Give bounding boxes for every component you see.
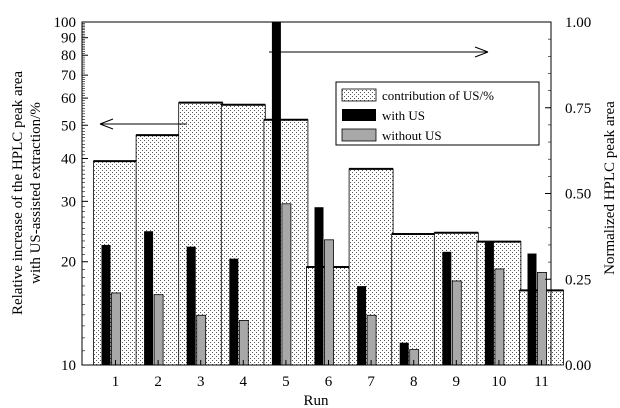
legend-label-with-us: with US [382,108,425,123]
left-tick-label: 70 [61,68,76,84]
bar-without-us [537,271,547,366]
legend-label-without-us: without US [382,128,442,143]
bar-without-us [238,320,249,366]
x-tick-label: 3 [197,374,205,390]
bar-contribution [391,233,437,366]
right-tick-label: 0.50 [565,187,591,203]
bar-with-us [442,251,452,365]
x-tick-label: 4 [240,374,248,390]
right-tick-label: 0.25 [565,272,591,288]
left-tick-label: 90 [61,31,76,47]
bar-without-us [451,280,462,366]
bar-with-us [101,244,111,365]
x-axis: 1 2 3 4 5 6 7 8 9 10 11 [112,360,549,390]
bar-without-us [366,314,377,366]
legend-label-contribution: contribution of US/% [382,88,494,103]
arrow-right [269,46,489,58]
bar-without-us [324,239,334,366]
bar-with-us [271,22,281,365]
bar-with-us [186,246,196,365]
right-tick-label: 0.00 [565,358,591,374]
y-axis-right-title: Normalized HPLC peak area [602,101,618,275]
bar-without-us [153,294,164,366]
x-tick-label: 5 [282,374,290,390]
legend-swatch-without-us [341,128,377,142]
bar-without-us [494,268,505,366]
bar-with-us [314,207,324,365]
legend: contribution of US/% with US without US [335,81,540,146]
bar-with-us [527,253,537,365]
x-tick-label: 6 [325,374,333,390]
right-axis: 0.00 0.25 0.50 0.75 1.00 [545,15,591,374]
left-tick-label: 10 [61,358,76,374]
bar-with-us [484,241,494,365]
x-tick-label: 11 [534,374,548,390]
x-tick-label: 8 [410,374,418,390]
bar-with-us [357,286,367,365]
legend-swatch-contribution [341,88,377,102]
bar-with-us [399,342,409,365]
bars-layer [93,22,564,366]
left-tick-label: 80 [61,48,76,64]
x-axis-title: Run [303,393,329,408]
bar-without-us [111,292,121,366]
x-tick-label: 2 [154,374,162,390]
x-tick-label: 7 [367,374,375,390]
left-tick-label: 20 [61,255,76,271]
arrow-left [99,118,187,130]
x-tick-label: 9 [453,374,461,390]
bar-with-us [144,231,154,365]
legend-swatch-with-us [342,109,376,121]
left-tick-label: 100 [54,15,77,31]
bar-without-us [196,314,207,366]
y-axis-left-title-line2: with US-assisted extraction/% [28,102,44,284]
bar-without-us [281,203,292,366]
right-tick-label: 1.00 [565,15,591,31]
left-tick-label: 40 [61,151,76,167]
right-tick-label: 0.75 [565,101,591,117]
y-axis-left-title-line1: Relative increase of the HPLC peak area [10,71,26,315]
left-tick-label: 60 [61,91,76,107]
left-tick-label: 30 [61,194,76,210]
left-tick-label: 50 [61,118,76,134]
x-tick-label: 10 [491,374,506,390]
bar-with-us [229,258,239,365]
x-tick-label: 1 [112,374,120,390]
